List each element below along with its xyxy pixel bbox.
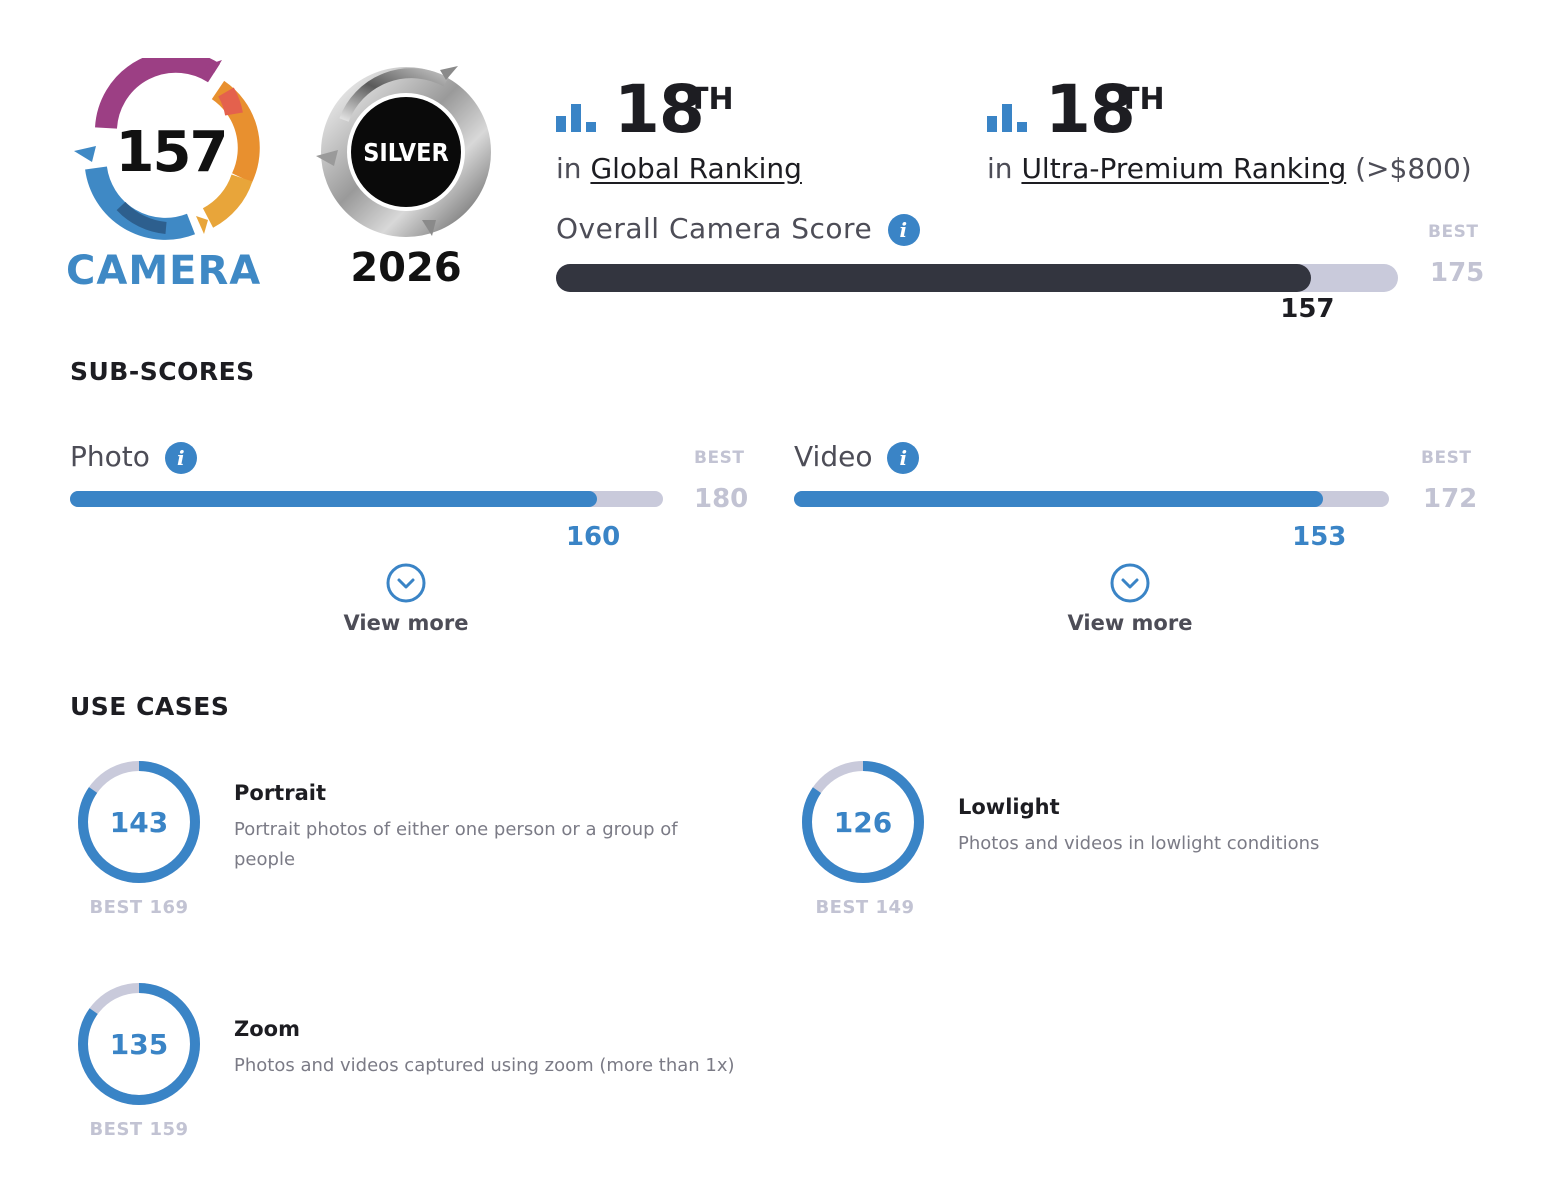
bar-chart-icon bbox=[987, 104, 1027, 132]
camera-badge-label: CAMERA bbox=[66, 248, 262, 294]
award-tier-label: SILVER bbox=[363, 138, 449, 167]
lowlight-score-ring: 126 bbox=[802, 761, 924, 883]
photo-view-more-button[interactable]: View more bbox=[336, 563, 476, 635]
ultra-premium-rank-prefix: in bbox=[987, 152, 1013, 185]
zoom-title: Zoom bbox=[234, 1017, 300, 1041]
info-icon[interactable]: i bbox=[887, 442, 920, 474]
video-subscore-header: Video i bbox=[794, 440, 920, 474]
photo-score-bar bbox=[70, 491, 663, 507]
portrait-score: 143 bbox=[110, 806, 168, 839]
video-view-more-button[interactable]: View more bbox=[1060, 563, 1200, 635]
photo-best-label: BEST bbox=[694, 448, 745, 468]
lowlight-best: BEST 149 bbox=[815, 897, 915, 918]
overall-best-value: 175 bbox=[1430, 258, 1485, 288]
chevron-down-icon bbox=[386, 563, 426, 603]
video-score-value: 153 bbox=[1292, 522, 1347, 552]
photo-subscore-title: Photo bbox=[70, 440, 150, 473]
overall-score-value: 157 bbox=[1280, 294, 1335, 324]
overall-score-fill bbox=[556, 264, 1312, 292]
portrait-score-ring: 143 bbox=[78, 761, 200, 883]
video-best-label: BEST bbox=[1421, 448, 1472, 468]
photo-subscore-header: Photo i bbox=[70, 440, 197, 474]
zoom-best: BEST 159 bbox=[89, 1119, 189, 1140]
ultra-premium-ranking-link[interactable]: Ultra-Premium Ranking bbox=[1021, 152, 1347, 185]
ultra-premium-rank-suffix: TH bbox=[1119, 82, 1165, 117]
global-rank-suffix: TH bbox=[688, 82, 734, 117]
view-more-label: View more bbox=[1067, 611, 1193, 635]
price-qualifier: (>$800) bbox=[1355, 152, 1472, 185]
view-more-label: View more bbox=[343, 611, 469, 635]
silver-award-ring: SILVER bbox=[316, 66, 491, 237]
portrait-title: Portrait bbox=[234, 781, 326, 805]
zoom-description: Photos and videos captured using zoom (m… bbox=[234, 1055, 735, 1076]
photo-score-value: 160 bbox=[565, 522, 621, 552]
overall-score-title: Overall Camera Score bbox=[556, 212, 873, 245]
lowlight-description: Photos and videos in lowlight conditions bbox=[958, 833, 1320, 854]
use-cases-heading: USE CASES bbox=[70, 692, 230, 721]
video-best-value: 172 bbox=[1423, 484, 1478, 514]
silver-award-badge: SILVER bbox=[308, 60, 494, 246]
ultra-premium-rank-number: 18 bbox=[1045, 71, 1136, 148]
global-ranking: 18 TH in Global Ranking bbox=[556, 72, 956, 192]
global-rank-description: in Global Ranking bbox=[556, 152, 802, 185]
photo-best-value: 180 bbox=[694, 484, 749, 514]
camera-badge-ring: 157 bbox=[74, 50, 260, 240]
portrait-description-line-1: Portrait photos of either one person or … bbox=[234, 819, 678, 840]
ultra-premium-rank-description: in Ultra-Premium Ranking (>$800) bbox=[987, 152, 1472, 185]
info-icon[interactable]: i bbox=[164, 442, 197, 474]
camera-badge-score: 157 bbox=[116, 120, 227, 185]
video-score-fill bbox=[794, 491, 1324, 507]
camera-score-badge: 157 bbox=[66, 50, 266, 248]
overall-score-header: Overall Camera Score i bbox=[556, 212, 920, 246]
info-icon[interactable]: i bbox=[887, 214, 920, 246]
lowlight-use-case-ring: 126 bbox=[798, 757, 928, 891]
portrait-description: Portrait photos of either one person or … bbox=[234, 815, 714, 875]
portrait-best: BEST 169 bbox=[89, 897, 189, 918]
global-rank-prefix: in bbox=[556, 152, 582, 185]
portrait-description-line-2: people bbox=[234, 849, 296, 870]
zoom-score: 135 bbox=[110, 1028, 168, 1061]
award-year: 2026 bbox=[350, 245, 462, 291]
video-score-bar bbox=[794, 491, 1389, 507]
subscores-heading: SUB-SCORES bbox=[70, 357, 255, 386]
video-subscore-title: Video bbox=[794, 440, 873, 473]
global-rank-number: 18 bbox=[614, 71, 705, 148]
zoom-use-case-ring: 135 bbox=[74, 979, 204, 1113]
overall-best-label: BEST bbox=[1428, 222, 1479, 242]
photo-score-fill bbox=[70, 491, 598, 507]
lowlight-title: Lowlight bbox=[958, 795, 1060, 819]
chevron-down-icon bbox=[1110, 563, 1150, 603]
ultra-premium-ranking: 18 TH in Ultra-Premium Ranking (>$800) bbox=[987, 72, 1507, 192]
zoom-score-ring: 135 bbox=[78, 983, 200, 1105]
bar-chart-icon bbox=[556, 104, 596, 132]
overall-score-bar bbox=[556, 264, 1398, 292]
lowlight-score: 126 bbox=[834, 806, 892, 839]
global-ranking-link[interactable]: Global Ranking bbox=[590, 152, 802, 185]
portrait-use-case-ring: 143 bbox=[74, 757, 204, 891]
